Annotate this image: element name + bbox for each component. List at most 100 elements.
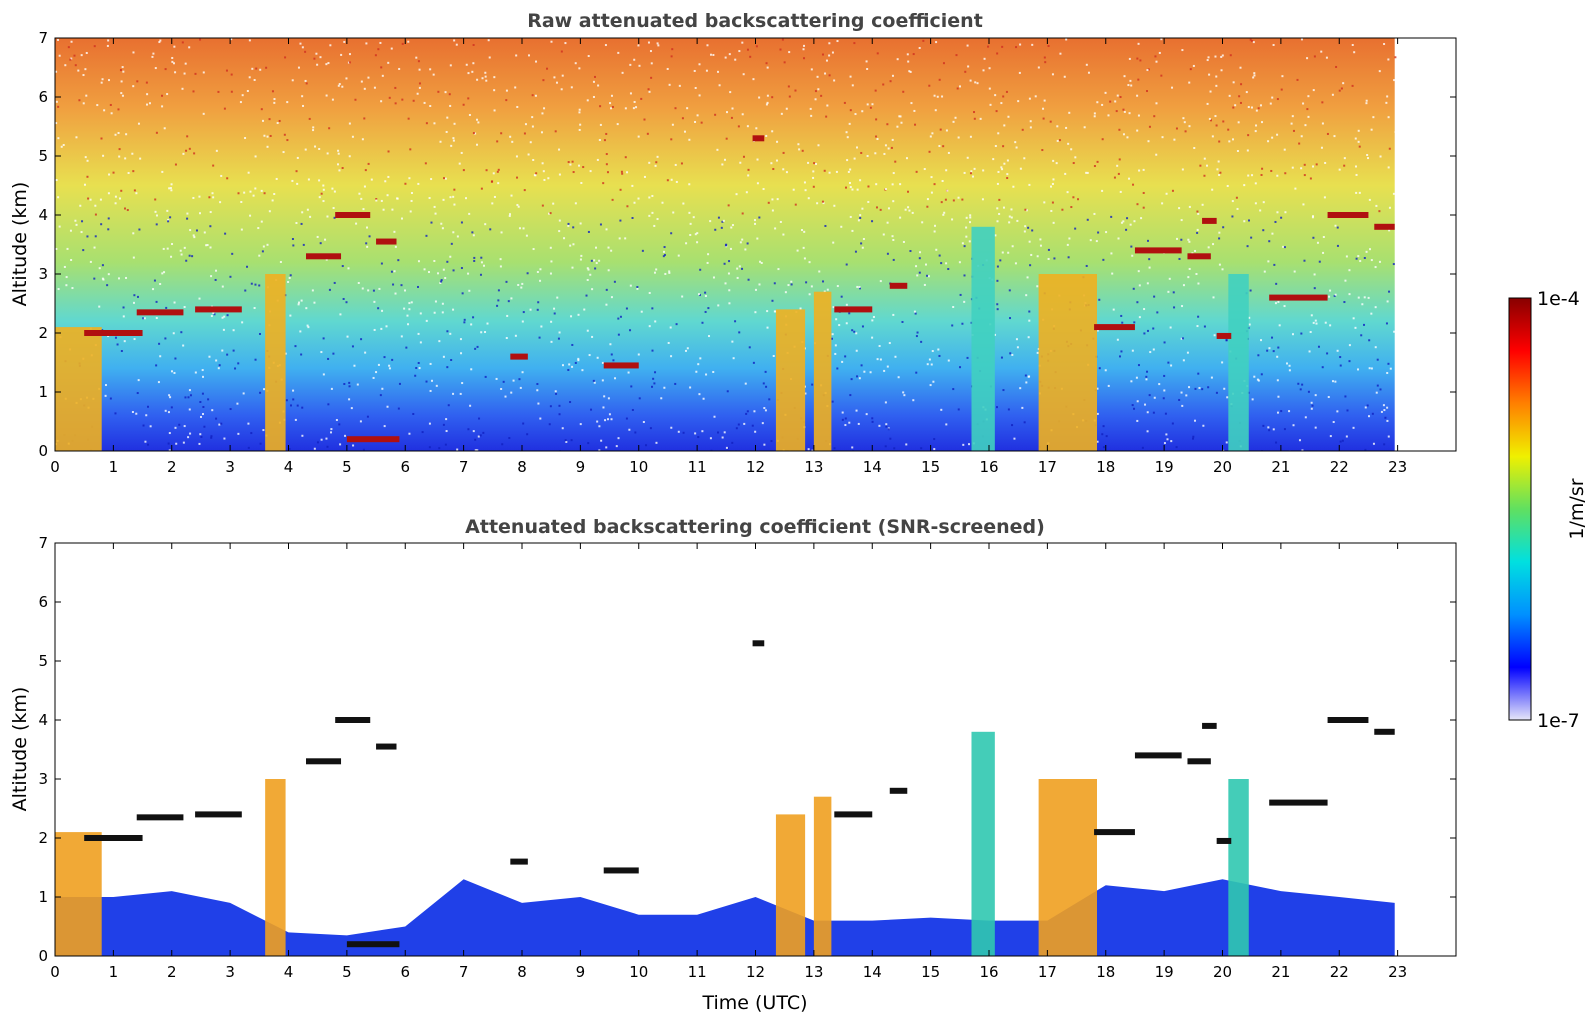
noise-dot: [1047, 248, 1050, 251]
noise-dot: [341, 167, 344, 170]
noise-dot: [168, 394, 171, 397]
noise-dot: [807, 197, 810, 200]
noise-dot: [348, 398, 351, 401]
noise-dot: [387, 61, 390, 64]
noise-dot: [618, 237, 621, 240]
noise-dot: [871, 103, 874, 106]
noise-dot: [312, 129, 315, 132]
noise-dot: [758, 96, 761, 99]
noise-dot: [1232, 81, 1235, 84]
noise-dot: [375, 198, 378, 201]
screened-cloud-layer: [195, 811, 242, 818]
noise-dot: [1111, 272, 1114, 275]
noise-dot: [564, 42, 567, 45]
screened-cloud-column: [265, 779, 286, 956]
noise-dot: [663, 253, 666, 256]
noise-dot: [637, 44, 640, 47]
noise-dot: [316, 235, 319, 238]
noise-dot: [212, 312, 215, 315]
noise-dot: [460, 352, 463, 355]
x-tick-label: 3: [225, 458, 235, 476]
noise-dot: [75, 136, 78, 139]
noise-dot: [557, 337, 560, 340]
noise-dot: [367, 289, 370, 292]
noise-dot: [812, 170, 815, 173]
noise-dot: [1288, 410, 1291, 413]
noise-dot: [164, 337, 167, 340]
noise-dot: [332, 352, 335, 355]
noise-dot: [592, 379, 595, 382]
noise-dot: [763, 407, 766, 410]
noise-dot: [146, 103, 149, 106]
screened-cloud-column: [775, 814, 806, 956]
noise-dot: [398, 382, 401, 385]
noise-dot: [773, 282, 776, 285]
noise-dot: [836, 367, 839, 370]
x-tick-label: 12: [746, 458, 765, 476]
noise-dot: [633, 201, 636, 204]
noise-dot: [1180, 391, 1183, 394]
noise-dot: [928, 84, 931, 87]
noise-dot: [1316, 241, 1319, 244]
noise-dot: [362, 208, 365, 211]
noise-dot: [684, 349, 687, 352]
noise-dot: [571, 343, 574, 346]
noise-dot: [1178, 257, 1181, 260]
noise-dot: [1338, 89, 1341, 92]
noise-dot: [99, 198, 102, 201]
noise-dot: [1376, 384, 1379, 387]
noise-dot: [872, 315, 875, 318]
noise-dot: [468, 289, 471, 292]
noise-dot: [1355, 257, 1358, 260]
noise-dot: [125, 133, 128, 136]
noise-dot: [1321, 101, 1324, 104]
colorbar-min-label: 1e-7: [1537, 710, 1580, 732]
noise-dot: [299, 42, 302, 45]
noise-dot: [656, 155, 659, 158]
noise-dot: [875, 183, 878, 186]
noise-dot: [1049, 120, 1052, 123]
x-tick-label: 16: [979, 963, 998, 981]
noise-dot: [526, 272, 529, 275]
noise-dot: [647, 41, 650, 44]
noise-dot: [520, 286, 523, 289]
noise-dot: [841, 360, 844, 363]
noise-dot: [982, 69, 985, 72]
noise-dot: [423, 268, 426, 271]
noise-dot: [522, 227, 525, 230]
y-tick-label: 3: [38, 265, 48, 283]
noise-dot: [653, 271, 656, 274]
noise-dot: [85, 94, 88, 97]
noise-dot: [787, 85, 790, 88]
noise-dot: [1019, 387, 1022, 390]
noise-dot: [1201, 388, 1204, 391]
noise-dot: [460, 267, 463, 270]
noise-dot: [205, 244, 208, 247]
noise-dot: [558, 404, 561, 407]
noise-dot: [844, 186, 847, 189]
noise-dot: [383, 425, 386, 428]
noise-dot: [1182, 117, 1185, 120]
noise-dot: [572, 226, 575, 229]
noise-dot: [442, 423, 445, 426]
noise-dot: [107, 273, 110, 276]
raw-cloud-layer: [376, 238, 397, 245]
noise-dot: [755, 127, 758, 130]
noise-dot: [617, 51, 620, 54]
noise-dot: [1336, 226, 1339, 229]
noise-dot: [313, 301, 316, 304]
noise-dot: [100, 81, 103, 84]
noise-dot: [1031, 229, 1034, 232]
noise-dot: [1121, 321, 1124, 324]
noise-dot: [210, 315, 213, 318]
noise-dot: [1008, 215, 1011, 218]
noise-dot: [221, 349, 224, 352]
noise-dot: [1136, 57, 1139, 60]
noise-dot: [725, 446, 728, 449]
noise-dot: [417, 182, 420, 185]
noise-dot: [649, 50, 652, 53]
noise-dot: [302, 243, 305, 246]
noise-dot: [654, 320, 657, 323]
noise-dot: [108, 173, 111, 176]
noise-dot: [1310, 314, 1313, 317]
